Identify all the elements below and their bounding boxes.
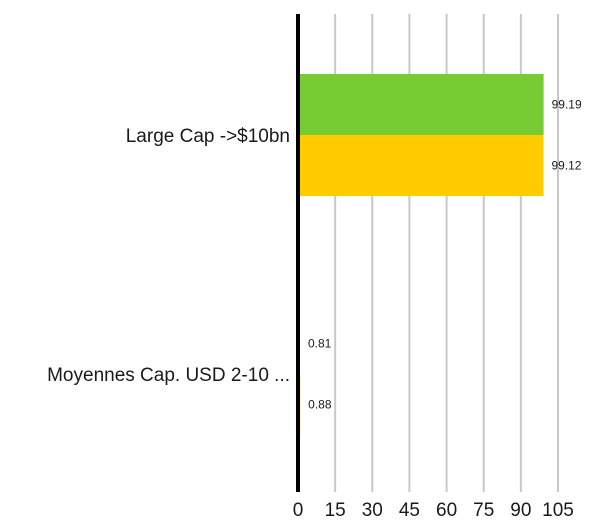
x-tick-label: 45 [399, 500, 420, 520]
data-label: 0.88 [308, 398, 332, 412]
data-labels: 99.19 99.12 0.81 0.88 [308, 98, 582, 412]
x-tick-label: 0 [293, 500, 304, 520]
x-axis: 0 15 30 45 60 75 90 105 [293, 14, 574, 520]
category-label: Large Cap ->$10bn [126, 126, 290, 147]
category-labels: Large Cap ->$10bn Moyennes Cap. USD 2-10 … [47, 126, 290, 386]
data-label: 99.12 [551, 159, 581, 173]
bar [298, 135, 544, 196]
x-tick-label: 30 [362, 500, 383, 520]
category-label: Moyennes Cap. USD 2-10 ... [47, 365, 290, 386]
x-tick-label: 75 [473, 500, 494, 520]
bar [298, 74, 544, 135]
data-label: 0.81 [308, 337, 332, 351]
x-tick-label: 90 [510, 500, 531, 520]
x-tick-label: 60 [436, 500, 457, 520]
x-tick-label: 105 [542, 500, 574, 520]
data-label: 99.19 [552, 98, 582, 112]
x-tick-label: 15 [325, 500, 346, 520]
